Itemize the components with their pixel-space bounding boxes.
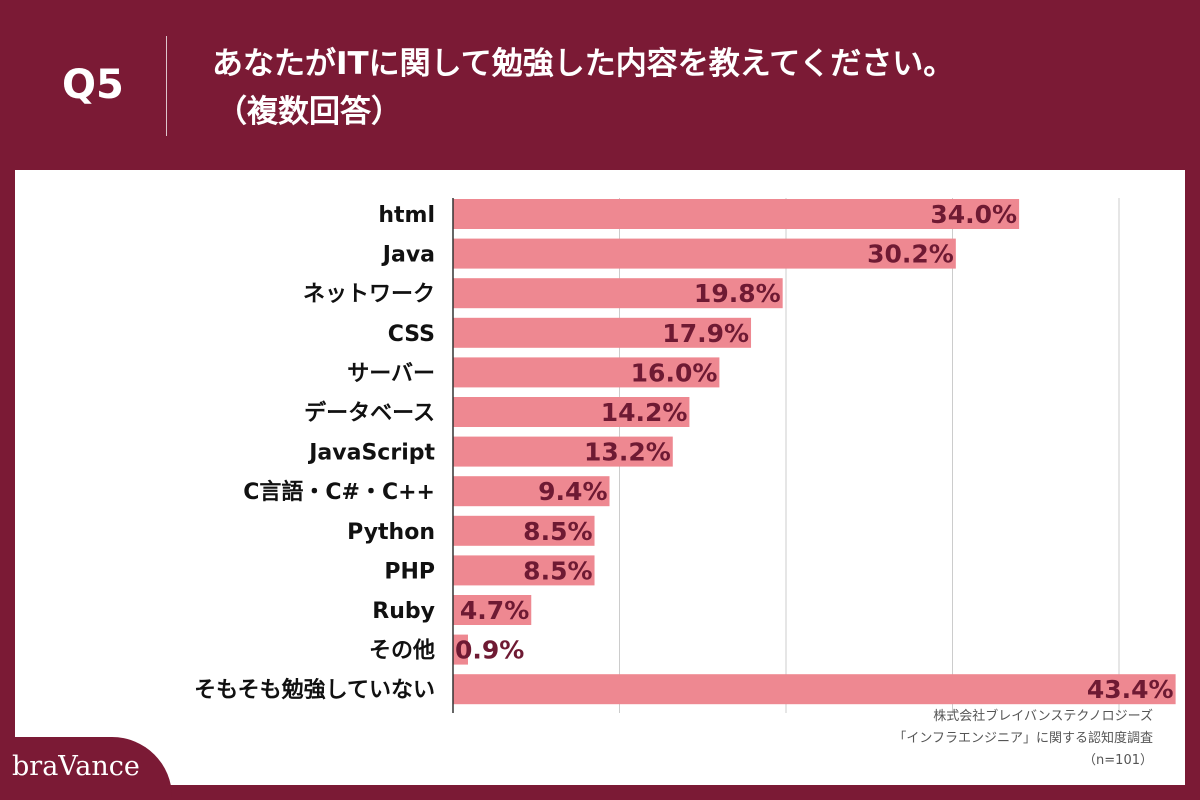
category-label: C言語・C#・C++: [243, 479, 435, 505]
question-title-line2: （複数回答）: [216, 94, 402, 130]
bravance-logo: braVance: [12, 751, 140, 782]
value-label: 8.5%: [523, 517, 592, 546]
value-label: 9.4%: [538, 477, 607, 506]
category-label: データベース: [304, 400, 435, 426]
logo-tab: braVance: [0, 737, 172, 800]
value-label: 4.7%: [460, 596, 529, 625]
value-label: 43.4%: [1087, 675, 1174, 704]
bar: [453, 357, 720, 388]
bar: [453, 317, 752, 348]
question-number: Q5: [62, 62, 124, 108]
bar: [453, 674, 1176, 705]
bar-chart: html 34.0% Java 30.2% ネットワーク 19.8% CSS 17.9% サーバ…: [194, 198, 1176, 713]
category-label: PHP: [384, 559, 435, 584]
value-label: 16.0%: [631, 358, 718, 387]
value-label: 8.5%: [523, 556, 592, 585]
question-title-line1: あなたがITに関して勉強した内容を教えてください。: [212, 46, 955, 82]
source-company: 株式会社ブレイバンステクノロジーズ: [933, 709, 1153, 724]
value-label: 13.2%: [584, 438, 671, 467]
value-label: 34.0%: [930, 200, 1017, 229]
category-label: JavaScript: [307, 441, 435, 466]
value-label: 19.8%: [694, 279, 781, 308]
bar: [453, 476, 610, 507]
bar: [453, 238, 956, 269]
category-label: その他: [369, 639, 435, 664]
value-label: 30.2%: [867, 240, 954, 269]
bar: [453, 634, 468, 665]
bar: [453, 278, 783, 309]
source-note: 株式会社ブレイバンステクノロジーズ 「インフラエンジニア」に関する認知度調査 （…: [893, 706, 1153, 772]
bar: [453, 555, 595, 586]
chart-panel: html 34.0% Java 30.2% ネットワーク 19.8% CSS 17.9% サーバ…: [15, 170, 1185, 785]
bar: [453, 199, 1020, 229]
bar: [453, 436, 673, 467]
category-label: Python: [347, 520, 435, 545]
value-label: 17.9%: [662, 319, 749, 348]
value-label: 0.9%: [455, 636, 524, 665]
bar: [453, 397, 690, 427]
category-label: CSS: [388, 322, 435, 347]
category-label: サーバー: [347, 361, 435, 386]
sample-size: （n=101）: [1083, 753, 1153, 768]
question-title: あなたがITに関して勉強した内容を教えてください。 （複数回答）: [212, 40, 954, 136]
source-survey: 「インフラエンジニア」に関する認知度調査: [893, 731, 1153, 746]
header-divider: [166, 36, 167, 136]
category-label: ネットワーク: [303, 282, 435, 307]
bar: [453, 515, 595, 546]
category-label: そもそも勉強していない: [194, 677, 435, 703]
value-label: 14.2%: [601, 398, 688, 427]
bar: [453, 595, 532, 625]
category-label: Ruby: [372, 599, 435, 624]
category-label: html: [378, 203, 435, 228]
category-label: Java: [381, 243, 435, 268]
